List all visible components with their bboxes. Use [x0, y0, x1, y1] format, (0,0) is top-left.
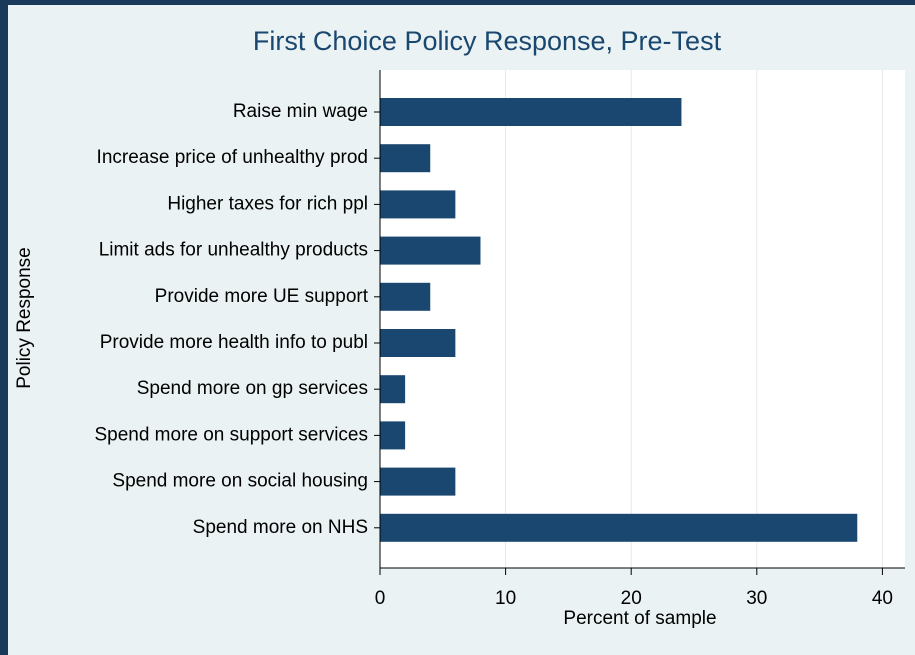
x-tick-label: 0 [375, 588, 386, 609]
y-axis-label: Policy Response [14, 247, 35, 389]
y-tick-label: Increase price of unhealthy prod [97, 147, 368, 168]
x-tick-label: 30 [746, 588, 767, 609]
y-tick-label: Spend more on gp services [137, 378, 368, 399]
bar [380, 329, 456, 357]
bar [380, 190, 456, 219]
y-tick-label: Provide more health info to publ [100, 332, 368, 353]
y-tick-label: Raise min wage [233, 101, 368, 122]
y-tick-label: Provide more UE support [155, 286, 369, 307]
bar [380, 467, 456, 496]
x-axis-label: Percent of sample [563, 608, 716, 629]
x-tick-label: 40 [872, 588, 893, 609]
y-tick-label: Spend more on support services [94, 424, 368, 445]
bar [380, 236, 481, 265]
y-tick-label: Spend more on social housing [112, 471, 368, 492]
bar [380, 282, 431, 311]
bar [380, 144, 431, 173]
bar [380, 98, 682, 126]
chart-title: First Choice Policy Response, Pre-Test [253, 26, 722, 56]
plot-area [380, 70, 905, 568]
x-tick-label: 10 [495, 588, 516, 609]
bar [380, 375, 406, 404]
bar [380, 513, 858, 542]
x-tick-label: 20 [621, 588, 642, 609]
y-tick-label: Limit ads for unhealthy products [99, 240, 368, 261]
bar [380, 421, 406, 450]
y-tick-label: Spend more on NHS [193, 517, 368, 538]
y-tick-label: Higher taxes for rich ppl [167, 193, 368, 214]
